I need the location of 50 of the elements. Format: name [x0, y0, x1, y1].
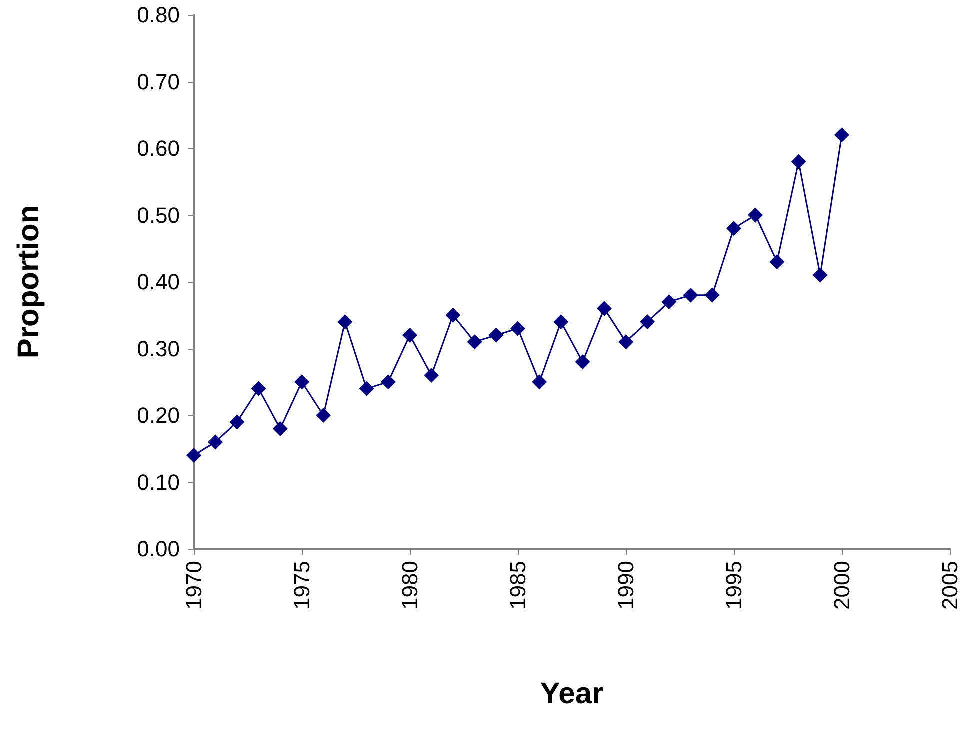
point — [554, 314, 569, 330]
point — [186, 448, 202, 464]
x-tick-label: 1990 — [614, 561, 638, 610]
x-tick-label: 1980 — [398, 561, 422, 610]
y-tick-label: 0.00 — [137, 536, 180, 562]
point — [467, 334, 482, 350]
y-axis-title: Proportion — [12, 205, 46, 359]
point — [380, 374, 396, 390]
point — [748, 208, 764, 223]
y-tick-label: 0.70 — [137, 69, 180, 94]
point — [251, 381, 266, 396]
x-tick-label: 1985 — [506, 561, 530, 610]
y-tick-label: 0.60 — [137, 136, 180, 161]
point — [402, 328, 418, 343]
point — [359, 381, 374, 396]
x-tick-label: 1975 — [290, 561, 314, 610]
point — [834, 128, 850, 143]
point — [316, 408, 332, 423]
point — [791, 154, 806, 170]
y-tick-label: 0.40 — [137, 270, 180, 294]
x-tick-label: 1970 — [182, 561, 206, 610]
point — [596, 301, 612, 316]
y-tick-label: 0.80 — [137, 2, 180, 28]
x-tick-label: 2000 — [830, 561, 854, 610]
point — [488, 328, 504, 343]
point — [704, 288, 720, 303]
x-tick-label: 1995 — [722, 561, 746, 610]
point — [618, 334, 634, 350]
point — [230, 414, 245, 430]
x-tick-label: 2005 — [938, 561, 962, 610]
point — [640, 314, 656, 330]
point — [532, 374, 548, 390]
point — [294, 374, 310, 390]
point — [510, 321, 526, 336]
point — [770, 254, 785, 270]
point — [424, 368, 440, 383]
x-axis-title: Year — [540, 678, 604, 710]
y-tick-label: 0.10 — [137, 470, 180, 495]
point — [662, 294, 677, 310]
point — [575, 354, 590, 370]
point — [208, 434, 224, 450]
point — [726, 221, 742, 236]
y-tick-label: 0.50 — [137, 202, 180, 228]
y-tick-label: 0.20 — [137, 403, 180, 428]
point — [812, 268, 828, 283]
point — [272, 421, 288, 436]
y-tick-label: 0.30 — [137, 336, 180, 362]
point — [446, 308, 461, 323]
point — [338, 314, 353, 330]
point — [683, 288, 698, 303]
